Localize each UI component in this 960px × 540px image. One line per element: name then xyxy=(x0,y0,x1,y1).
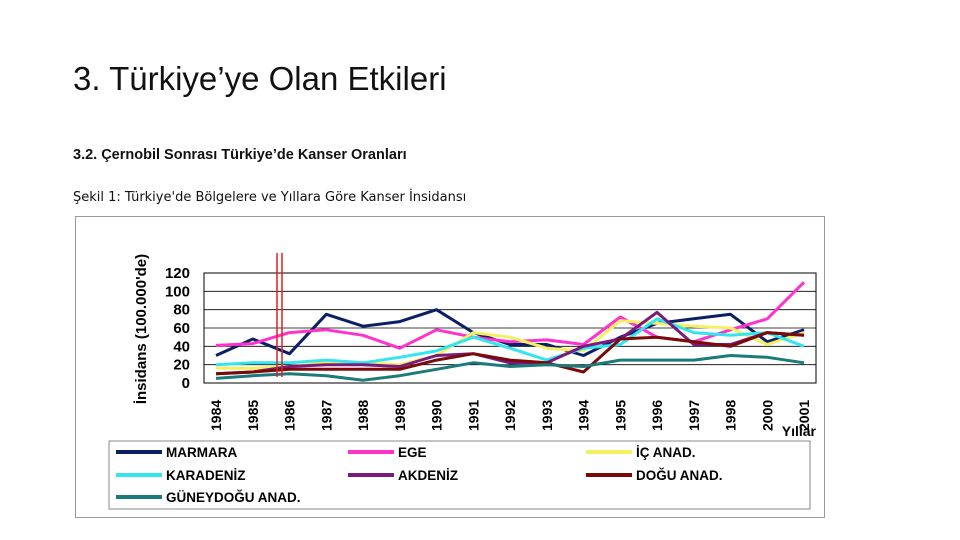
series-layer xyxy=(215,281,806,382)
series-line-ege xyxy=(215,281,806,350)
figure-caption: Şekil 1: Türkiye'de Bölgelere ve Yıllara… xyxy=(73,190,467,205)
x-tick-label: 1995 xyxy=(612,400,628,431)
x-tick-label: 1987 xyxy=(318,400,334,431)
x-tick-label: 1984 xyxy=(208,400,224,431)
y-tick-label: 20 xyxy=(173,357,190,374)
y-axis-label: İnsidans (100.000'de) xyxy=(133,254,150,404)
x-axis-label: Yıllar xyxy=(782,423,817,439)
slide-subtitle: 3.2. Çernobil Sonrası Türkiye’de Kanser … xyxy=(73,147,407,163)
x-tick-label: 1991 xyxy=(465,400,481,431)
legend-label: İÇ ANAD. xyxy=(636,445,696,460)
x-tick-label: 1997 xyxy=(686,400,702,431)
x-tick-label: 1990 xyxy=(429,400,445,431)
x-tick-labels: 1984 1985 1986 1987 1988 1989 1990 1991 1992 1993… xyxy=(208,400,812,431)
axis-layer xyxy=(203,272,817,384)
legend: MARMARA EGE İÇ ANAD. KARADENİZ AKDENİZ DOĞU A… xyxy=(116,445,723,505)
y-tick-label: 60 xyxy=(173,320,190,337)
x-tick-label: 1994 xyxy=(576,400,592,431)
legend-label: EGE xyxy=(398,445,427,460)
series-line-do-u-anad xyxy=(215,331,805,376)
y-tick-label: 100 xyxy=(165,283,190,300)
y-tick-label: 80 xyxy=(173,302,190,319)
x-tick-label: 1986 xyxy=(282,400,298,431)
slide-title: 3. Türkiye’ye Olan Etkileri xyxy=(73,60,447,97)
grid-layer xyxy=(204,290,816,366)
x-tick-label: 2001 xyxy=(796,400,812,431)
plot-area-border xyxy=(203,272,817,384)
y-tick-label: 120 xyxy=(165,265,190,282)
x-tick-label: 1996 xyxy=(649,400,665,431)
y-tick-label: 0 xyxy=(182,375,190,392)
chart-frame: İnsidans (100.000'de) 0 20 40 60 80 100 120 19… xyxy=(75,216,825,518)
series-line-marmara xyxy=(215,308,805,357)
legend-label: AKDENİZ xyxy=(398,468,458,483)
x-tick-label: 1988 xyxy=(355,400,371,431)
x-tick-label: 1998 xyxy=(723,400,739,431)
x-tick-label: 2000 xyxy=(759,400,775,431)
legend-box xyxy=(108,440,811,510)
series-line-g-neydo-u-anad xyxy=(215,354,805,382)
series-line-karadeni-z xyxy=(215,317,805,367)
legend-label: DOĞU ANAD. xyxy=(636,468,723,483)
x-tick-label: 1985 xyxy=(245,400,261,431)
x-tick-label: 1992 xyxy=(502,400,518,431)
y-tick-label: 40 xyxy=(173,338,190,355)
legend-label: KARADENİZ xyxy=(166,468,246,483)
x-tick-label: 1993 xyxy=(539,400,555,431)
legend-label: MARMARA xyxy=(166,445,237,460)
x-tick-label: 1989 xyxy=(392,400,408,431)
legend-label: GÜNEYDOĞU ANAD. xyxy=(166,490,301,505)
